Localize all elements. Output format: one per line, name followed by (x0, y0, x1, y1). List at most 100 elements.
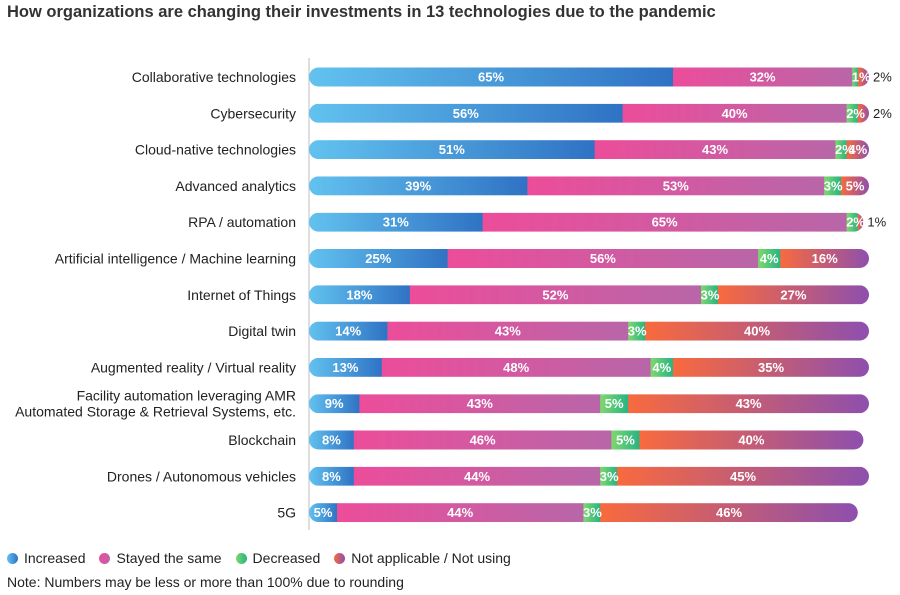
bar-segment-stayed-the-same (622, 103, 848, 123)
data-label: 43% (736, 396, 762, 411)
bar-segment-increased (309, 285, 411, 305)
bar-segment-stayed-the-same (409, 285, 702, 305)
data-label: 2% (846, 106, 865, 121)
data-label: 43% (495, 324, 521, 339)
bar-row (309, 466, 869, 486)
bar-segment-increased (309, 321, 388, 341)
category-label: 5G (277, 505, 296, 521)
data-label: 35% (758, 360, 784, 375)
data-label: 27% (780, 287, 806, 302)
data-label: 56% (453, 106, 479, 121)
legend-dot-icon (334, 552, 346, 564)
bar-row (309, 249, 869, 268)
data-label: 65% (478, 70, 504, 85)
bar-row (309, 394, 869, 414)
bar-segment-decreased (701, 285, 719, 305)
data-label: 2% (835, 142, 854, 157)
data-label: 48% (503, 360, 529, 375)
data-label: 53% (663, 178, 689, 193)
bar-segment-stayed-the-same (673, 67, 853, 87)
category-label: RPA / automation (188, 214, 296, 230)
bar-segment-not-applicable (857, 103, 869, 123)
bar-segment-decreased (583, 503, 601, 523)
data-label: 2% (846, 215, 865, 230)
bar-row (309, 212, 864, 232)
data-label: 44% (447, 505, 473, 520)
bar-row (309, 285, 869, 305)
data-label: 4% (760, 251, 779, 266)
data-label: 3% (701, 287, 720, 302)
category-label: Blockchain (228, 432, 296, 448)
data-label: 51% (439, 142, 465, 157)
category-label: Cloud-native technologies (135, 142, 296, 158)
data-label: 5% (314, 505, 333, 520)
bar-segment-decreased (835, 140, 848, 160)
bar-segment-not-applicable (617, 466, 869, 486)
bar-segment-increased (309, 249, 449, 268)
category-label: Cybersecurity (210, 105, 296, 121)
bar-segment-stayed-the-same (337, 503, 584, 523)
bar-segment-not-applicable (628, 394, 869, 414)
bar-segment-not-applicable (600, 503, 858, 523)
category-label: Advanced analytics (175, 178, 296, 194)
data-label: 8% (322, 433, 341, 448)
data-label: 4% (848, 142, 867, 157)
bar-segment-decreased (600, 466, 618, 486)
data-label: 8% (322, 469, 341, 484)
data-label: 3% (824, 178, 843, 193)
bar-segment-increased (309, 140, 596, 160)
legend-label: Decreased (252, 550, 321, 566)
bar-segment-decreased (611, 430, 640, 450)
legend-item-decreased: Decreased (235, 550, 321, 566)
legend-item-increased: Increased (7, 550, 85, 566)
bar-row (309, 67, 869, 87)
bar-segment-increased (309, 394, 360, 414)
bar-segment-not-applicable (857, 212, 864, 232)
legend-item-stayed-the-same: Stayed the same (99, 550, 222, 566)
bar-segment-increased (309, 503, 338, 523)
legend-label: Stayed the same (116, 550, 222, 566)
data-label: 18% (346, 287, 372, 302)
data-label: 56% (590, 251, 616, 266)
bar-segment-decreased (650, 357, 674, 377)
bar-segment-not-applicable (673, 357, 869, 377)
legend-label: Not applicable / Not using (351, 550, 511, 566)
bar-row (309, 357, 869, 377)
data-label: 46% (470, 433, 496, 448)
bar-segment-not-applicable (841, 176, 869, 196)
bar-segment-increased (309, 176, 528, 196)
category-label: Collaborative technologies (132, 69, 296, 85)
category-label: Facility automation leveraging AMR Automa… (15, 388, 296, 420)
bar-segment-not-applicable (717, 285, 869, 305)
data-label: 43% (467, 396, 493, 411)
data-label: 46% (716, 505, 742, 520)
bar-row (309, 176, 869, 196)
category-label: Digital twin (228, 323, 296, 339)
category-label: Internet of Things (187, 287, 296, 303)
bar-segment-increased (309, 357, 383, 377)
data-label: 4% (652, 360, 671, 375)
data-label: 5% (616, 433, 635, 448)
bar-segment-stayed-the-same (594, 140, 836, 160)
bar-segment-stayed-the-same (527, 176, 825, 196)
bar-segment-increased (309, 466, 355, 486)
bar-segment-stayed-the-same (353, 466, 601, 486)
legend-dot-icon (235, 552, 247, 564)
data-label: 3% (600, 469, 619, 484)
data-label: 9% (325, 396, 344, 411)
bar-segment-stayed-the-same (482, 212, 848, 232)
data-label: 5% (605, 396, 624, 411)
data-label: 13% (332, 360, 358, 375)
data-label: 2% (873, 106, 892, 121)
bar-segment-increased (309, 67, 674, 87)
chart-title: How organizations are changing their inv… (7, 3, 716, 21)
category-label: Drones / Autonomous vehicles (107, 468, 296, 484)
bar-segment-not-applicable (780, 249, 869, 268)
bar-segment-decreased (600, 394, 629, 414)
bar-segment-not-applicable (645, 321, 869, 341)
bar-segment-decreased (846, 103, 859, 123)
bar-row (309, 503, 858, 523)
data-label: 2% (873, 70, 892, 85)
bar-segment-stayed-the-same (353, 430, 612, 450)
legend-label: Increased (24, 550, 86, 566)
